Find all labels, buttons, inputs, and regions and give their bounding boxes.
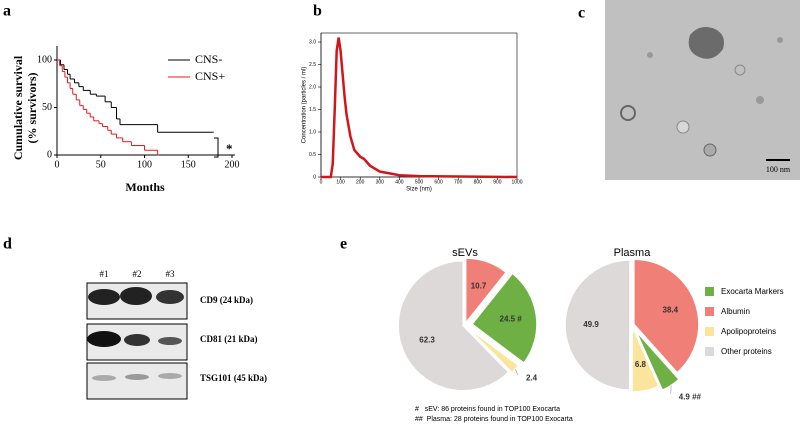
x-axis-label: Months (125, 180, 165, 194)
x-tick-label: 600 (434, 179, 443, 185)
y-tick-label: 1.5 (309, 107, 316, 113)
panel-label: e (340, 236, 347, 253)
x-tick-label: 500 (415, 179, 424, 185)
x-tick-label: 200 (356, 179, 365, 185)
value-label: 49.9 (583, 320, 599, 329)
blot-label: CD81 (21 kDa) (200, 334, 258, 344)
pie-slice (631, 326, 660, 393)
y-axis-label: Concentration (particles / ml) (302, 67, 308, 144)
significance-bracket (214, 137, 219, 158)
pie-slice (633, 258, 700, 374)
pie-slice (564, 259, 631, 391)
x-tick-label: 1000 (511, 179, 522, 185)
value-label: 4.9 ## (679, 392, 702, 401)
blot-label: TSG101 (45 kDa) (200, 373, 267, 383)
x-tick-label: 400 (395, 179, 404, 185)
value-label: 2.4 (526, 373, 538, 382)
value-label: 24.5 # (500, 314, 523, 323)
y-tick-label: 2.0 (309, 84, 316, 90)
x-tick-label: 0 (320, 179, 323, 185)
pie-slice (397, 260, 510, 392)
value-label: 6.8 (635, 360, 647, 369)
x-tick-label: 700 (454, 179, 463, 185)
legend-label: Albumin (721, 307, 750, 316)
y-tick-label: 2.5 (309, 62, 316, 68)
legend-swatch (705, 327, 714, 336)
legend-label: Exocarta Markers (721, 287, 784, 296)
annotation: * (226, 141, 233, 156)
legend-swatch (705, 307, 714, 316)
leader-line (515, 368, 519, 376)
y-tick-label: 0 (313, 174, 316, 180)
footnote: ## Plasma: 28 proteins found in TOP100 E… (415, 416, 573, 423)
y-tick-label: 100 (37, 54, 52, 65)
y-tick-label: 1.0 (309, 129, 316, 135)
pie-title: Plasma (614, 247, 652, 259)
x-tick-label: 200 (225, 159, 240, 170)
blot-label: CD9 (24 kDa) (200, 295, 253, 305)
scale-bar-label: 100 nm (766, 165, 791, 174)
panel-label: d (3, 236, 12, 253)
y-tick-label: 0.5 (309, 152, 316, 158)
lane-label: #3 (166, 269, 176, 279)
value-label: 62.3 (419, 336, 435, 345)
lane-label: #2 (133, 269, 142, 279)
y-tick-label: 50 (42, 102, 52, 113)
legend-label: CNS+ (195, 69, 225, 83)
panel-label: b (313, 3, 322, 20)
legend-label: CNS- (195, 52, 222, 66)
legend-label: Other proteins (721, 347, 772, 356)
legend-swatch (705, 347, 714, 356)
y-axis-label: (% survivors) (25, 73, 39, 144)
y-tick-label: 3.0 (309, 39, 316, 45)
x-tick-label: 0 (55, 159, 60, 170)
legend-label: Apolipoproteins (721, 327, 776, 336)
x-tick-label: 300 (376, 179, 385, 185)
pie-slice (470, 272, 538, 365)
y-axis-label: Cumulative survival (11, 55, 25, 160)
micrograph: 100 nm (605, 0, 800, 180)
plot-frame (320, 32, 518, 178)
footnote: # sEV: 86 proteins found in TOP100 Exoca… (415, 406, 560, 413)
y-tick-label: 0 (47, 149, 52, 160)
panel-label: c (578, 5, 585, 22)
panel-label: a (3, 3, 11, 20)
legend-swatch (705, 287, 714, 296)
value-label: 38.4 (663, 305, 679, 314)
x-tick-label: 100 (137, 159, 152, 170)
x-tick-label: 50 (96, 159, 106, 170)
lane-label: #1 (100, 269, 109, 279)
x-tick-label: 800 (474, 179, 483, 185)
size-distribution (321, 37, 518, 179)
x-tick-label: 900 (493, 179, 502, 185)
pie-title: sEVs (452, 247, 478, 259)
x-tick-label: 100 (336, 179, 345, 185)
x-axis-label: Size (nm) (406, 187, 432, 193)
x-tick-label: 150 (181, 159, 196, 170)
pie-slice (464, 257, 508, 326)
value-label: 10.7 (471, 281, 487, 290)
western-blot (86, 282, 188, 400)
pie-slice (465, 325, 520, 374)
